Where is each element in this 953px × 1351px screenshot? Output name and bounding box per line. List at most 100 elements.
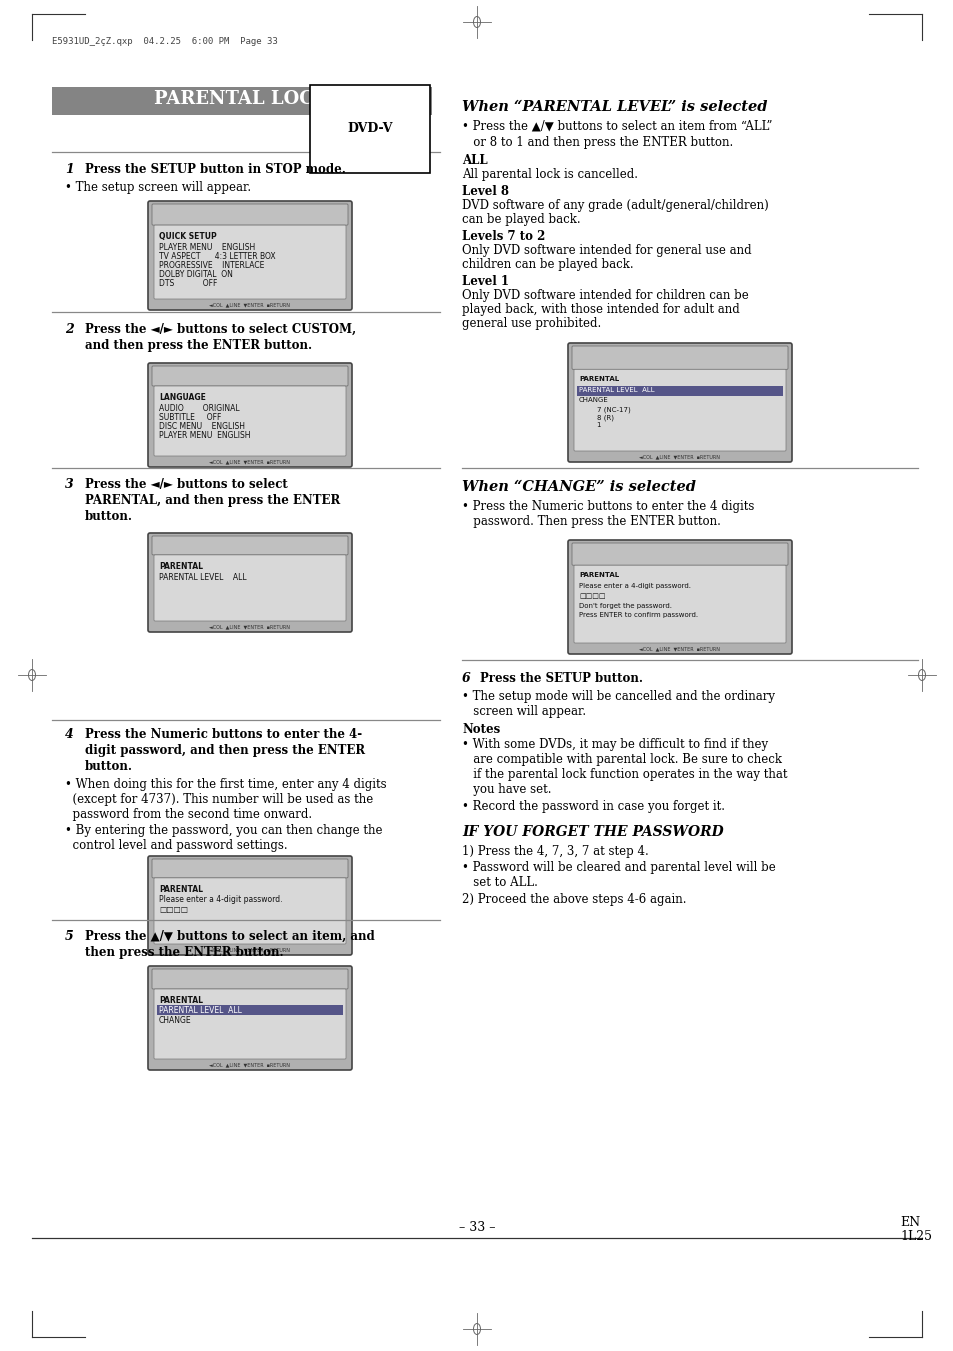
- Text: 1: 1: [65, 163, 73, 176]
- FancyBboxPatch shape: [153, 226, 346, 299]
- Text: 7 (NC-17): 7 (NC-17): [578, 407, 630, 413]
- Text: Please enter a 4-digit password.: Please enter a 4-digit password.: [578, 584, 690, 589]
- FancyBboxPatch shape: [148, 966, 352, 1070]
- Text: PARENTAL, and then press the ENTER: PARENTAL, and then press the ENTER: [85, 494, 340, 507]
- Text: can be played back.: can be played back.: [461, 213, 580, 226]
- Text: DISC MENU    ENGLISH: DISC MENU ENGLISH: [159, 422, 245, 431]
- Text: 4: 4: [65, 728, 73, 740]
- Bar: [52, 86, 432, 115]
- Text: ◄COL  ▲LINE  ▼ENTER  ▪RETURN: ◄COL ▲LINE ▼ENTER ▪RETURN: [210, 947, 291, 952]
- Text: 1L25: 1L25: [899, 1229, 931, 1243]
- Text: DVD-V: DVD-V: [347, 122, 393, 135]
- Text: PARENTAL: PARENTAL: [578, 573, 618, 578]
- Text: Please enter a 4-digit password.: Please enter a 4-digit password.: [159, 894, 282, 904]
- FancyBboxPatch shape: [148, 534, 352, 632]
- Text: ◄COL  ▲LINE  ▼ENTER  ▪RETURN: ◄COL ▲LINE ▼ENTER ▪RETURN: [210, 303, 291, 307]
- Text: 1) Press the 4, 7, 3, 7 at step 4.: 1) Press the 4, 7, 3, 7 at step 4.: [461, 844, 648, 858]
- FancyBboxPatch shape: [567, 343, 791, 462]
- Text: AUDIO        ORIGINAL: AUDIO ORIGINAL: [159, 404, 239, 413]
- FancyBboxPatch shape: [153, 878, 346, 944]
- Text: • The setup mode will be cancelled and the ordinary: • The setup mode will be cancelled and t…: [461, 690, 774, 703]
- Text: QUICK SETUP: QUICK SETUP: [159, 232, 216, 240]
- FancyBboxPatch shape: [148, 363, 352, 467]
- Text: password. Then press the ENTER button.: password. Then press the ENTER button.: [461, 515, 720, 528]
- Text: and then press the ENTER button.: and then press the ENTER button.: [85, 339, 312, 353]
- Text: CHANGE: CHANGE: [159, 1016, 192, 1025]
- Bar: [577, 386, 782, 396]
- Text: • Password will be cleared and parental level will be: • Password will be cleared and parental …: [461, 861, 775, 874]
- Text: played back, with those intended for adult and: played back, with those intended for adu…: [461, 303, 739, 316]
- Text: PARENTAL: PARENTAL: [159, 562, 203, 571]
- Text: or 8 to 1 and then press the ENTER button.: or 8 to 1 and then press the ENTER butto…: [461, 136, 733, 149]
- Text: Level 8: Level 8: [461, 185, 509, 199]
- Text: PLAYER MENU    ENGLISH: PLAYER MENU ENGLISH: [159, 243, 255, 253]
- FancyBboxPatch shape: [572, 543, 787, 565]
- FancyBboxPatch shape: [153, 386, 346, 457]
- Text: • With some DVDs, it may be difficult to find if they: • With some DVDs, it may be difficult to…: [461, 738, 767, 751]
- Text: password from the second time onward.: password from the second time onward.: [65, 808, 312, 821]
- Text: □□□□: □□□□: [578, 593, 605, 600]
- Text: (except for 4737). This number will be used as the: (except for 4737). This number will be u…: [65, 793, 373, 807]
- Text: Press the SETUP button in STOP mode.: Press the SETUP button in STOP mode.: [85, 163, 346, 176]
- Text: PARENTAL LOCK: PARENTAL LOCK: [154, 91, 330, 108]
- Text: SUBTITLE     OFF: SUBTITLE OFF: [159, 413, 221, 422]
- Text: set to ALL.: set to ALL.: [461, 875, 537, 889]
- Text: Level 1: Level 1: [461, 276, 509, 288]
- Text: Press the ▲/▼ buttons to select an item, and: Press the ▲/▼ buttons to select an item,…: [85, 929, 375, 943]
- Text: PROGRESSIVE    INTERLACE: PROGRESSIVE INTERLACE: [159, 261, 264, 270]
- Text: are compatible with parental lock. Be sure to check: are compatible with parental lock. Be su…: [461, 753, 781, 766]
- Text: control level and password settings.: control level and password settings.: [65, 839, 287, 852]
- FancyBboxPatch shape: [567, 540, 791, 654]
- Text: When “PARENTAL LEVEL” is selected: When “PARENTAL LEVEL” is selected: [461, 100, 767, 113]
- Text: DVD software of any grade (adult/general/children): DVD software of any grade (adult/general…: [461, 199, 768, 212]
- Text: ◄COL  ▲LINE  ▼ENTER  ▪RETURN: ◄COL ▲LINE ▼ENTER ▪RETURN: [210, 1062, 291, 1067]
- FancyBboxPatch shape: [152, 366, 348, 386]
- Text: ALL: ALL: [461, 154, 487, 168]
- Text: DTS            OFF: DTS OFF: [159, 280, 217, 288]
- Text: button.: button.: [85, 509, 132, 523]
- Text: ◄COL  ▲LINE  ▼ENTER  ▪RETURN: ◄COL ▲LINE ▼ENTER ▪RETURN: [639, 454, 720, 459]
- Text: When “CHANGE” is selected: When “CHANGE” is selected: [461, 480, 696, 494]
- Text: Press the Numeric buttons to enter the 4-: Press the Numeric buttons to enter the 4…: [85, 728, 362, 740]
- FancyBboxPatch shape: [153, 555, 346, 621]
- Text: CHANGE: CHANGE: [578, 397, 608, 404]
- FancyBboxPatch shape: [153, 989, 346, 1059]
- Text: E5931UD_2çZ.qxp  04.2.25  6:00 PM  Page 33: E5931UD_2çZ.qxp 04.2.25 6:00 PM Page 33: [52, 36, 277, 46]
- Text: PLAYER MENU  ENGLISH: PLAYER MENU ENGLISH: [159, 431, 251, 440]
- FancyBboxPatch shape: [574, 369, 785, 451]
- Text: PARENTAL LEVEL  ALL: PARENTAL LEVEL ALL: [159, 1006, 242, 1015]
- Text: PARENTAL LEVEL    ALL: PARENTAL LEVEL ALL: [159, 573, 247, 582]
- FancyBboxPatch shape: [152, 204, 348, 226]
- Text: digit password, and then press the ENTER: digit password, and then press the ENTER: [85, 744, 365, 757]
- Text: 8 (R): 8 (R): [578, 415, 614, 420]
- Text: PARENTAL LEVEL  ALL: PARENTAL LEVEL ALL: [578, 388, 654, 393]
- Text: – 33 –: – 33 –: [458, 1221, 495, 1233]
- Text: Don't forget the password.: Don't forget the password.: [578, 603, 671, 609]
- Text: • Press the Numeric buttons to enter the 4 digits: • Press the Numeric buttons to enter the…: [461, 500, 754, 513]
- FancyBboxPatch shape: [152, 859, 348, 878]
- Text: LANGUAGE: LANGUAGE: [159, 393, 206, 403]
- Text: Press the ◄/► buttons to select CUSTOM,: Press the ◄/► buttons to select CUSTOM,: [85, 323, 355, 336]
- Text: Notes: Notes: [461, 723, 499, 736]
- Text: EN: EN: [899, 1216, 919, 1229]
- Text: Press the ◄/► buttons to select: Press the ◄/► buttons to select: [85, 478, 288, 490]
- Text: Only DVD software intended for general use and: Only DVD software intended for general u…: [461, 245, 751, 257]
- Text: if the parental lock function operates in the way that: if the parental lock function operates i…: [461, 767, 786, 781]
- Text: 3: 3: [65, 478, 73, 490]
- Text: button.: button.: [85, 761, 132, 773]
- Text: 2) Proceed the above steps 4-6 again.: 2) Proceed the above steps 4-6 again.: [461, 893, 686, 907]
- Text: □□□□: □□□□: [159, 905, 188, 913]
- FancyBboxPatch shape: [572, 346, 787, 369]
- Text: you have set.: you have set.: [461, 784, 551, 796]
- Text: TV ASPECT      4:3 LETTER BOX: TV ASPECT 4:3 LETTER BOX: [159, 253, 275, 261]
- Text: PARENTAL: PARENTAL: [159, 885, 203, 894]
- FancyBboxPatch shape: [152, 536, 348, 555]
- FancyBboxPatch shape: [152, 969, 348, 989]
- Text: Press ENTER to confirm password.: Press ENTER to confirm password.: [578, 612, 698, 619]
- Text: 6: 6: [461, 671, 470, 685]
- FancyBboxPatch shape: [148, 857, 352, 955]
- FancyBboxPatch shape: [148, 201, 352, 309]
- Text: DOLBY DIGITAL  ON: DOLBY DIGITAL ON: [159, 270, 233, 280]
- Text: 5: 5: [65, 929, 73, 943]
- Text: Press the SETUP button.: Press the SETUP button.: [479, 671, 642, 685]
